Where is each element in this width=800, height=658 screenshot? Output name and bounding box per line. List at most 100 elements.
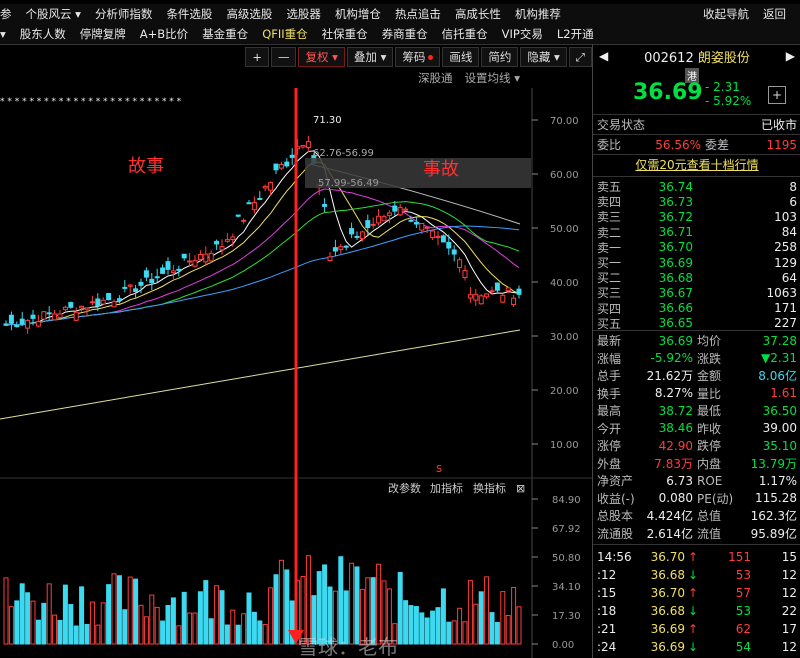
add-watchlist-button[interactable]: + [768, 86, 786, 104]
candle-body [332, 247, 338, 252]
volume-bar [19, 583, 25, 645]
zoom-out-button[interactable]: — [270, 47, 297, 67]
stat-value: 1.17% [758, 473, 797, 488]
nav2-item-1[interactable]: 股东人数 [19, 27, 66, 41]
volume-bar [332, 590, 338, 645]
candle-body [435, 235, 441, 238]
hide-dropdown[interactable]: 隐藏 ▾ [520, 47, 567, 67]
buy-volume: 1063 [766, 285, 797, 300]
prev-stock-icon[interactable]: ◀ [599, 49, 609, 63]
nav-item-10[interactable]: 收起导航 [703, 7, 749, 21]
stat-label: PE(动) [697, 491, 734, 506]
stat-row: 总手 21.62万 金额 8.06亿 [597, 367, 797, 384]
buy-row: 买五 36.65 227 [597, 315, 797, 332]
stat-label: 内盘 [697, 456, 722, 471]
volume-bar [84, 623, 90, 645]
tick-time: :21 [597, 621, 617, 636]
volume-bar [489, 612, 495, 645]
nav2-item-7[interactable]: 券商重仓 [381, 27, 428, 41]
volume-bar [386, 588, 392, 645]
event-star-row: * * * * * * * * * * * * * * * * * * * * … [0, 97, 182, 107]
overlay-dropdown[interactable]: 叠加 ▾ [346, 47, 394, 67]
stat-row: 净资产 6.73 ROE 1.17% [597, 472, 797, 489]
candle-body [457, 259, 463, 269]
volume-bar [354, 566, 360, 645]
nav-item-9[interactable]: 机构推荐 [514, 7, 561, 21]
volume-bar [170, 597, 176, 645]
stat-value: 39.00 [762, 421, 797, 435]
volume-bar [413, 606, 419, 645]
nav2-item-0[interactable]: ▾ [0, 27, 6, 41]
buy-row: 买一 36.69 129 [597, 254, 797, 271]
tick-count: 15 [781, 549, 797, 564]
buy-price: 36.67 [658, 285, 693, 300]
volume-bar [505, 615, 511, 645]
close-panel-icon[interactable]: ⊠ [516, 482, 525, 495]
nav2-item-3[interactable]: A+B比价 [139, 27, 189, 41]
nav-item-4[interactable]: 高级选股 [226, 7, 273, 21]
simple-mode-button[interactable]: 简约 [481, 47, 519, 67]
candle-body [365, 220, 371, 229]
volume-bar [46, 583, 52, 645]
chip-button[interactable]: 筹码 [395, 47, 441, 67]
nav-item-2[interactable]: 分析师指数 [94, 7, 153, 21]
draw-line-button[interactable]: 画线 [442, 47, 480, 67]
kline-chart[interactable]: 70.00 60.00 50.00 40.00 30.00 20.00 10.00 84.90… [0, 44, 592, 658]
nav-item-1[interactable]: 个股风云 ▾ [25, 7, 81, 21]
promo-link[interactable]: 仅需20元查看十档行情 [635, 158, 759, 172]
stat-value: -5.92% [650, 351, 693, 365]
stat-label: 涨停 [597, 439, 622, 453]
zoom-in-button[interactable]: + [245, 47, 269, 67]
nav2-item-10[interactable]: L2开通 [556, 27, 594, 41]
candle-body [8, 314, 14, 324]
buy-row: 买三 36.67 1063 [597, 284, 797, 301]
weibi-value: 56.56% [655, 137, 701, 152]
nav2-item-8[interactable]: 信托重仓 [441, 27, 488, 41]
candle-body [413, 222, 419, 225]
edit-params-button[interactable]: 改参数 [388, 481, 421, 495]
nav-item-6[interactable]: 机构增仓 [334, 7, 381, 21]
hk-connect-badge: 港 [685, 68, 699, 83]
tick-count: 12 [781, 585, 797, 600]
candle-body [386, 212, 392, 216]
expand-icon[interactable]: ⤢ [568, 47, 592, 67]
nav2-item-4[interactable]: 基金重仓 [202, 27, 249, 41]
candle-body [500, 294, 506, 303]
nav2-item-5[interactable]: QFII重仓 [262, 27, 308, 41]
stat-row: 最新 36.69 均价 37.28 [597, 332, 797, 349]
nav-item-11[interactable]: 返回 [763, 7, 786, 21]
candle-body [214, 240, 220, 245]
nav-item-7[interactable]: 热点追击 [394, 7, 441, 21]
depth-link[interactable]: 深股通 [418, 71, 453, 85]
chart-subheader: 深股通 设置均线 ▾ [0, 70, 532, 88]
candle-body [197, 253, 203, 260]
nav-item-8[interactable]: 高成长性 [454, 7, 501, 21]
stat-value: 36.69 [658, 333, 693, 348]
price-axis-label: 70.00 [550, 116, 579, 127]
volume-bar [359, 588, 365, 645]
nav2-item-2[interactable]: 停牌复牌 [79, 27, 126, 41]
nav-item-0[interactable]: 参 [0, 7, 12, 21]
candle-body [268, 182, 274, 191]
buy-price: 36.69 [658, 255, 693, 270]
stat-label: 均价 [697, 334, 722, 348]
nav2-item-6[interactable]: 社保重仓 [321, 27, 368, 41]
stat-label: 收益(-) [597, 491, 635, 506]
volume-bar [208, 618, 214, 645]
nav2-item-9[interactable]: VIP交易 [501, 27, 543, 41]
candle-body [30, 314, 36, 319]
stat-label: 涨跌 [697, 351, 722, 366]
add-indicator-button[interactable]: 加指标 [430, 481, 463, 495]
ma-settings-button[interactable]: 设置均线 ▾ [464, 71, 520, 85]
nav-item-5[interactable]: 选股器 [286, 7, 321, 21]
candle-body [89, 301, 95, 304]
volume-bar [214, 585, 220, 645]
switch-indicator-button[interactable]: 换指标 [473, 481, 506, 495]
tick-price: 36.68 [650, 567, 685, 582]
candle-body [176, 268, 182, 271]
volume-bar [435, 607, 441, 645]
adjust-dropdown[interactable]: 复权 ▾ [298, 47, 345, 67]
next-stock-icon[interactable]: ▶ [785, 49, 795, 63]
nav-item-3[interactable]: 条件选股 [166, 7, 213, 21]
buy-volume: 129 [774, 255, 797, 270]
